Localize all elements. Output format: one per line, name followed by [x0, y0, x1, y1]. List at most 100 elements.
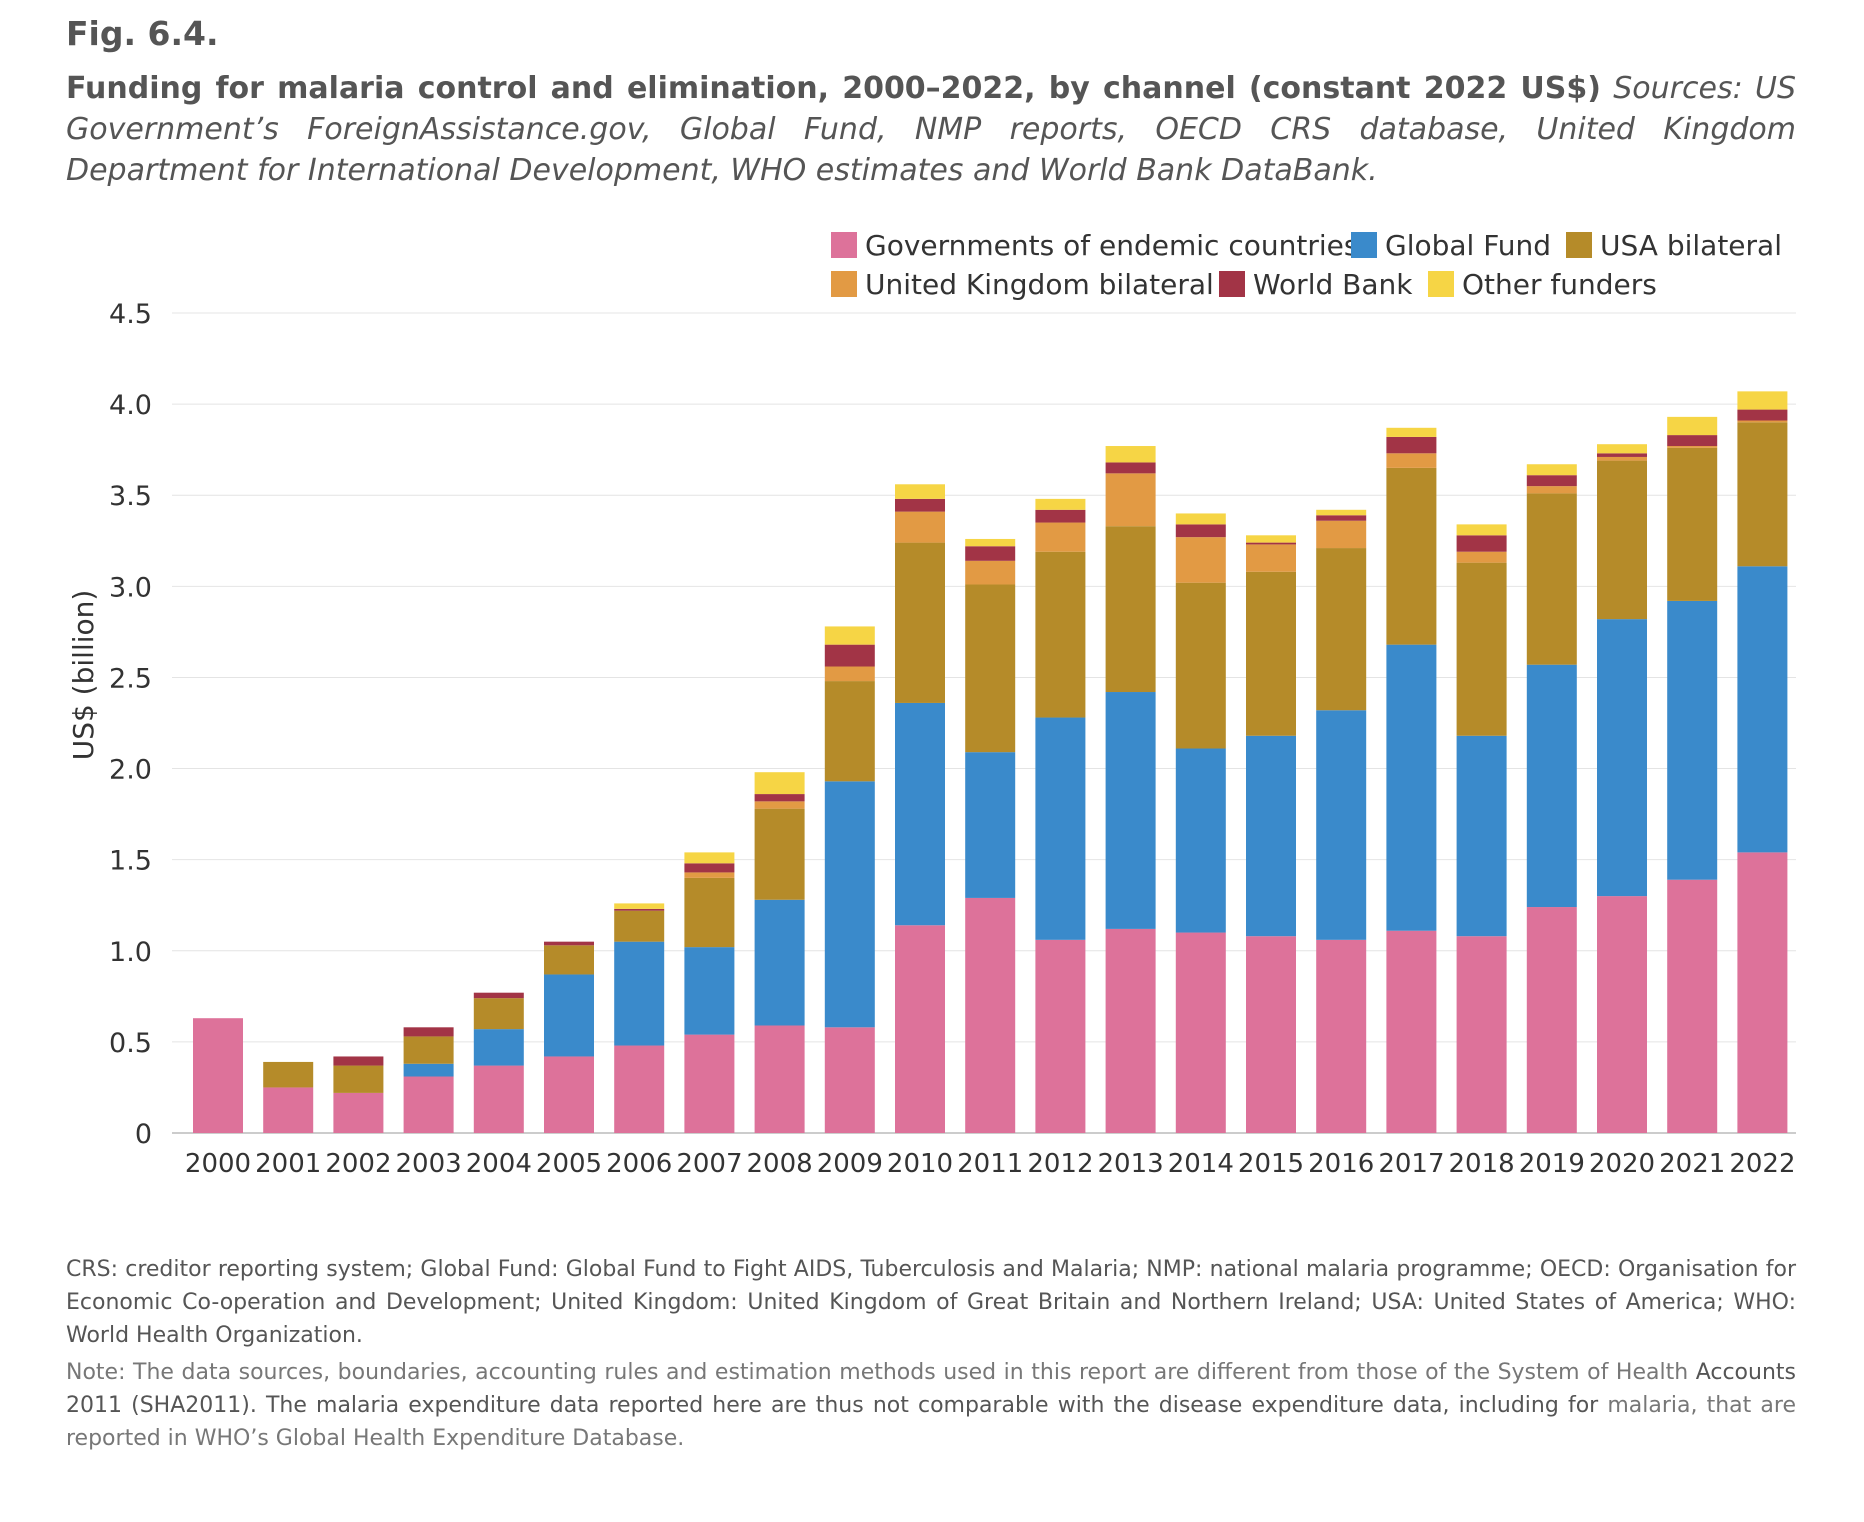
bar-segment-usa-bilateral [403, 1036, 454, 1064]
bar-segment-governments-of-endemic-countries [1316, 939, 1367, 1133]
bar-segment-global-fund [1526, 664, 1577, 908]
x-axis-ticks: 2000 2001 2002 2003 2004 2005 2006 2007 2008 2009… [185, 1149, 1796, 1179]
x-tick-label: 2003 [396, 1149, 462, 1179]
bar-segment-other-funders [1526, 464, 1577, 476]
x-tick-label: 2011 [957, 1149, 1023, 1179]
bar-segment-governments-of-endemic-countries [965, 897, 1016, 1133]
bar-segment-global-fund [1035, 717, 1086, 940]
bar-segment-usa-bilateral [684, 877, 735, 948]
bar-segment-governments-of-endemic-countries [1386, 930, 1437, 1133]
bar-segment-united-kingdom-bilateral [1246, 544, 1296, 572]
legend-swatch [1428, 271, 1454, 297]
bar-segment-usa-bilateral [1526, 493, 1577, 665]
note-middle: Accounts 2011 (SHA2011). The malaria exp… [66, 1360, 1796, 1418]
bar-segment-world-bank [1526, 475, 1577, 487]
legend-label: United Kingdom bilateral [865, 268, 1214, 301]
bar-segment-usa-bilateral [1667, 447, 1718, 601]
bar-segment-other-funders [1246, 535, 1296, 543]
bar-segment-usa-bilateral [544, 945, 594, 975]
bar-segment-world-bank [754, 794, 805, 802]
bar-segment-global-fund [1175, 748, 1226, 933]
y-tick-label: 1.0 [109, 937, 152, 968]
bar-segment-governments-of-endemic-countries [895, 925, 945, 1133]
bar-segment-united-kingdom-bilateral [684, 872, 735, 878]
bar-segment-governments-of-endemic-countries [1175, 932, 1226, 1133]
bar-segment-other-funders [895, 484, 945, 499]
bar-segment-other-funders [1386, 427, 1437, 437]
x-tick-label: 2006 [606, 1149, 672, 1179]
bar-segment-usa-bilateral [965, 584, 1016, 753]
bar-segment-other-funders [684, 852, 735, 864]
x-tick-label: 2019 [1519, 1149, 1585, 1179]
bar-segment-governments-of-endemic-countries [193, 1018, 243, 1133]
y-tick-label: 1.5 [109, 846, 152, 877]
legend-label: Other funders [1462, 268, 1657, 301]
y-tick-label: 3.0 [109, 572, 152, 603]
bar-segment-united-kingdom-bilateral [895, 511, 945, 543]
bar-segment-global-fund [1737, 566, 1788, 853]
abbreviations-note: CRS: creditor reporting system; Global F… [66, 1257, 1796, 1348]
bar-segment-other-funders [614, 903, 665, 909]
bar-segment-world-bank [1597, 453, 1647, 457]
legend-swatch [1566, 232, 1592, 258]
bar-segment-global-fund [1667, 600, 1718, 880]
bar-segment-usa-bilateral [1456, 562, 1507, 736]
bar-segment-global-fund [1246, 735, 1296, 937]
bar-segment-usa-bilateral [1246, 571, 1296, 736]
legend-label: USA bilateral [1600, 229, 1782, 262]
bar-segment-usa-bilateral [333, 1065, 384, 1093]
bar-segment-governments-of-endemic-countries [1105, 928, 1156, 1133]
bar-segment-world-bank [824, 644, 875, 667]
legend-label: Governments of endemic countries [865, 229, 1358, 262]
note-start: Note: The data sources, boundaries, acco… [66, 1360, 1696, 1385]
bar-segment-world-bank [1386, 436, 1437, 454]
bar-segment-other-funders [1105, 446, 1156, 463]
y-tick-label: 0.5 [109, 1028, 152, 1059]
bar-segment-global-fund [684, 947, 735, 1035]
figure-caption: Funding for malaria control and eliminat… [66, 68, 1796, 191]
bar-segment-united-kingdom-bilateral [1105, 473, 1156, 527]
y-tick-label: 2.0 [109, 755, 152, 786]
y-axis-label: US$ (billion) [67, 590, 100, 761]
bars [193, 391, 1788, 1133]
bar-segment-global-fund [544, 974, 594, 1057]
bar-segment-governments-of-endemic-countries [1667, 879, 1718, 1133]
bar-segment-other-funders [1667, 416, 1718, 436]
bar-segment-world-bank [1667, 435, 1718, 447]
bar-segment-governments-of-endemic-countries [824, 1027, 875, 1133]
legend-label: World Bank [1253, 268, 1413, 301]
bar-segment-world-bank [473, 992, 524, 999]
bar-segment-world-bank [1175, 524, 1226, 538]
bar-segment-united-kingdom-bilateral [965, 560, 1016, 585]
bar-segment-usa-bilateral [1597, 460, 1647, 620]
bar-segment-united-kingdom-bilateral [824, 666, 875, 682]
bar-segment-global-fund [1386, 644, 1437, 931]
bar-segment-governments-of-endemic-countries [1456, 936, 1507, 1133]
x-tick-label: 2017 [1378, 1149, 1444, 1179]
bar-segment-world-bank [895, 498, 945, 512]
bar-segment-other-funders [1035, 498, 1086, 510]
x-tick-label: 2016 [1308, 1149, 1374, 1179]
bar-segment-governments-of-endemic-countries [754, 1025, 805, 1133]
bar-segment-world-bank [1105, 462, 1156, 474]
bar-segment-world-bank [1316, 515, 1367, 521]
bar-segment-world-bank [1246, 542, 1296, 545]
x-tick-label: 2021 [1659, 1149, 1725, 1179]
bar-segment-usa-bilateral [1316, 548, 1367, 711]
y-tick-label: 3.5 [109, 481, 152, 512]
legend-swatch [831, 232, 857, 258]
y-tick-label: 0 [135, 1119, 152, 1150]
bar-segment-united-kingdom-bilateral [1035, 522, 1086, 552]
bar-segment-usa-bilateral [473, 998, 524, 1030]
bar-segment-united-kingdom-bilateral [1316, 520, 1367, 549]
x-tick-label: 2020 [1589, 1149, 1655, 1179]
bar-segment-world-bank [403, 1027, 454, 1037]
bar-segment-usa-bilateral [1175, 582, 1226, 749]
x-tick-label: 2022 [1729, 1149, 1795, 1179]
legend-label: Global Fund [1385, 229, 1551, 262]
figure-label: Fig. 6.4. [66, 14, 219, 53]
bar-segment-global-fund [403, 1063, 454, 1077]
bar-segment-united-kingdom-bilateral [754, 801, 805, 809]
bar-segment-other-funders [1737, 391, 1788, 410]
bar-segment-other-funders [1175, 513, 1226, 525]
